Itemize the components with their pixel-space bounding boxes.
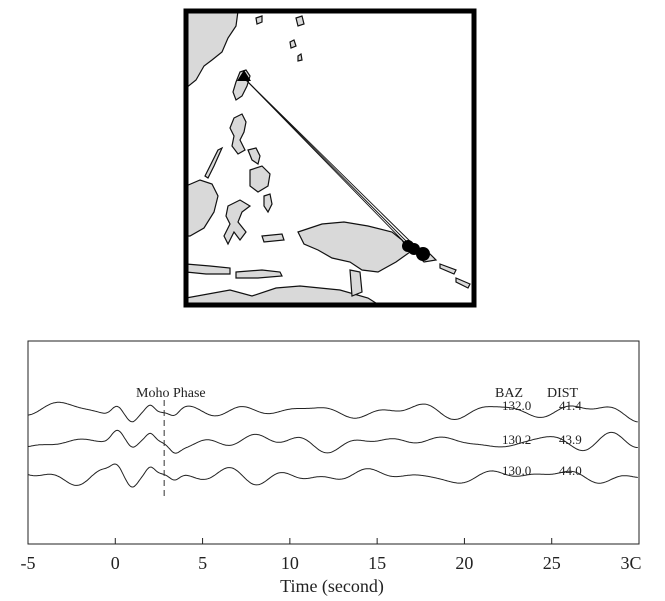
landmass-islet-3 [297,52,303,62]
landmass-islet-4 [255,15,263,25]
landmass-java [186,263,231,275]
x-tick-label: 10 [281,553,299,573]
x-tick-label: 0 [111,553,120,573]
landmass-visayas [247,147,261,165]
event-markers [402,240,430,261]
ray-paths [243,77,423,254]
seismogram-trace-2 [27,429,638,454]
landmass-seram [261,233,285,243]
map-frame [183,8,477,308]
x-tick-label: 25 [543,553,561,573]
landmass-islet-1 [295,15,305,27]
dist-header: DIST [547,386,579,401]
landmass-palawan [204,146,224,179]
trace-3-baz: 130.0 [502,463,531,478]
landmass-mindanao [249,165,271,193]
ray-path-2 [243,77,415,250]
map-panel [183,8,477,308]
landmass-new-guinea [297,221,411,273]
x-axis-ticks: -5 0 5 10 15 20 25 3C [21,538,642,573]
landmass-luzon [229,113,247,155]
x-axis-label: Time (second) [280,576,384,597]
ray-path-3 [243,77,423,254]
landmass-sulawesi [223,199,252,246]
x-tick-label: 5 [198,553,207,573]
seismogram-trace-3 [27,463,638,488]
x-tick-label: 15 [368,553,386,573]
landmass-cape-york [349,269,363,297]
moho-phase-label: Moho Phase [136,386,206,401]
landmass-solomon [439,263,457,275]
x-tick-label: -5 [21,553,36,573]
trace-3-dist: 44.0 [559,463,582,478]
map-landmasses [186,11,471,305]
traces [27,401,638,488]
trace-2-dist: 43.9 [559,432,582,447]
plot-frame [27,340,640,545]
trace-2-baz: 130.2 [502,432,531,447]
landmass-halmahera [263,193,273,214]
seismogram-trace-1 [27,401,638,423]
trace-1-baz: 132.0 [502,398,531,413]
baz-header: BAZ [495,386,523,401]
landmass-mainland [186,11,239,89]
landmass-australia [186,285,381,305]
station-triangle-icon [237,70,251,81]
seismogram-panel: Moho Phase BAZ DIST 132.0 41.4 130.2 43.… [21,340,642,597]
landmass-solomon-2 [455,277,471,289]
landmass-islet-2 [289,39,297,49]
x-tick-label: 3C [620,553,641,573]
event-marker-3 [416,247,430,261]
trace-1-dist: 41.4 [559,398,582,413]
landmass-lesser-sunda [235,269,283,279]
x-tick-label: 20 [455,553,473,573]
